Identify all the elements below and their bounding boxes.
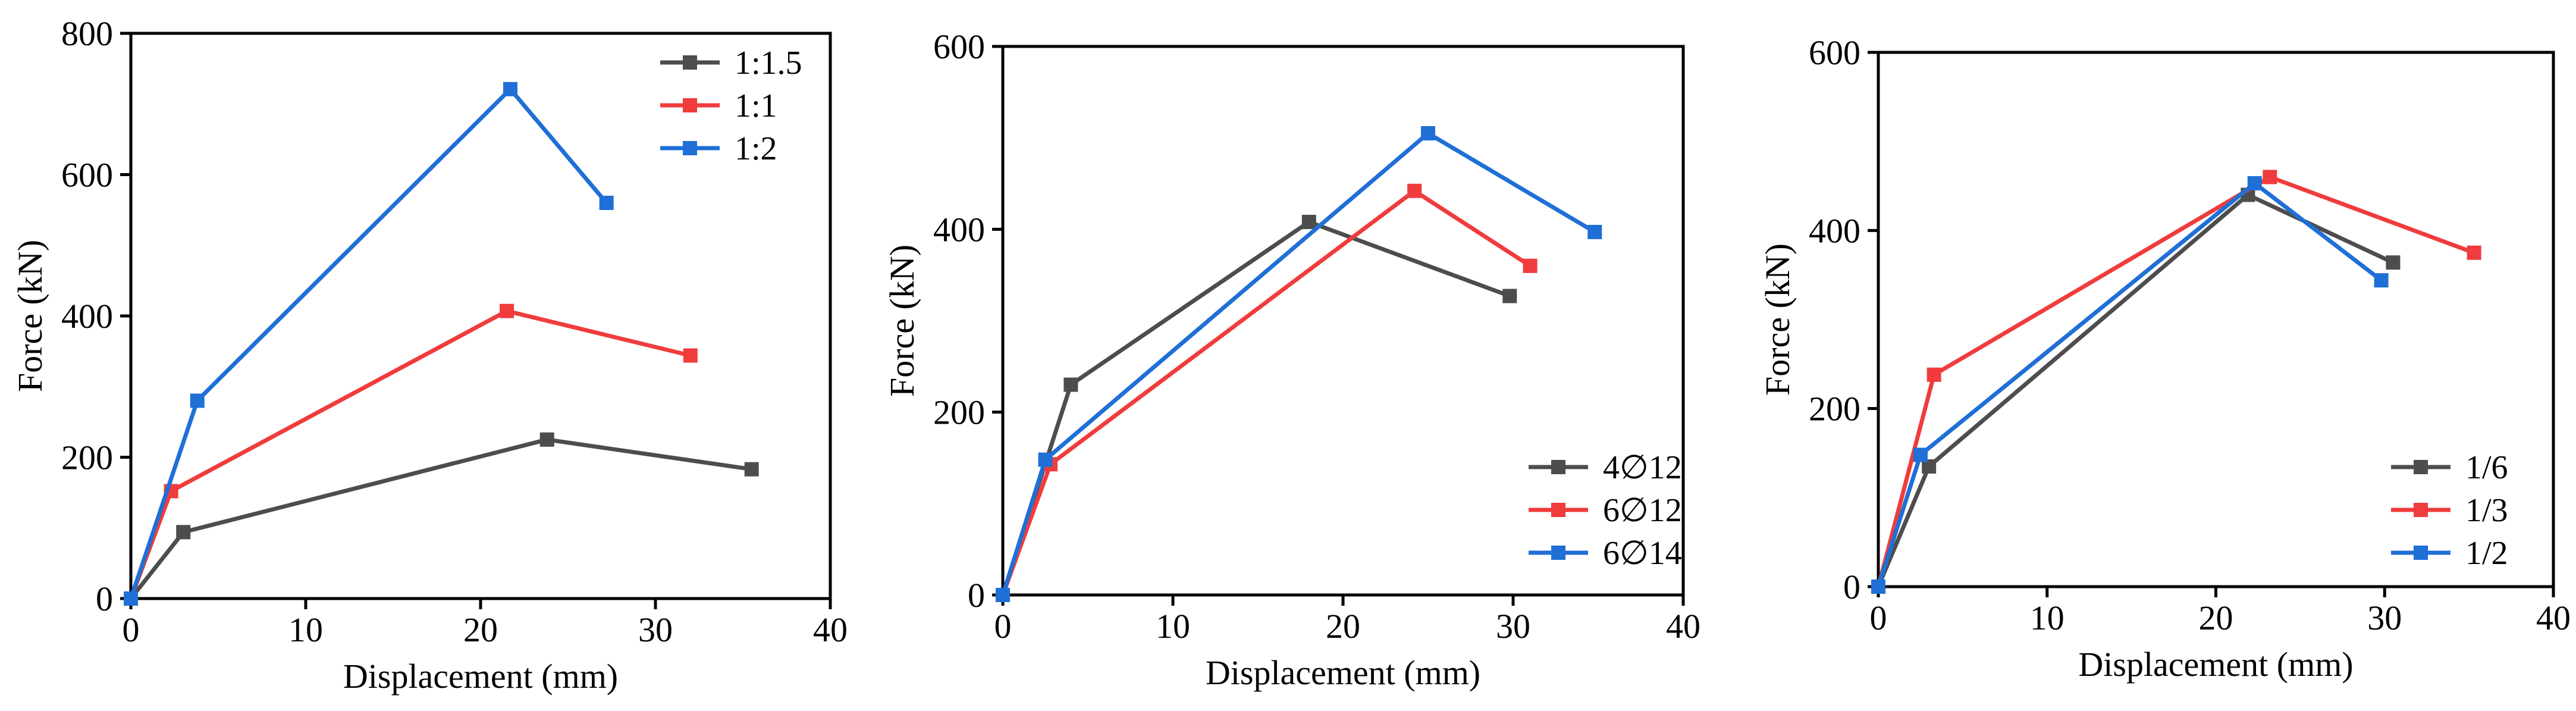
chart3-series-2-point — [2263, 170, 2277, 184]
chart3-legend: 1/6 1/3 1/2 — [2391, 449, 2508, 572]
chart3-series-2-line — [1876, 175, 2475, 587]
chart2-legend-swatch-marker — [1551, 503, 1565, 517]
chart3-ytick-label: 0 — [1843, 568, 1860, 606]
chart2-legend: 4∅12 6∅12 6∅14 — [1529, 449, 1682, 572]
chart2-legend-label: 6∅14 — [1603, 535, 1682, 572]
chart3-series-2-point — [1926, 367, 1941, 382]
chart1-legend-label: 1:2 — [735, 130, 777, 167]
chart2-series-3-point — [1421, 126, 1435, 140]
chart3-legend-swatch-marker — [2414, 546, 2428, 560]
chart1-legend-label: 1:1 — [735, 87, 777, 124]
chart1-ytick-label: 800 — [61, 14, 113, 53]
chart1-series-1-point — [744, 462, 759, 477]
chart3-y-axis-title: Force (kN) — [1758, 243, 1797, 396]
chart3-ytick-label: 400 — [1809, 211, 1860, 250]
chart1-series-3-point — [599, 196, 614, 210]
chart1-series-3-point — [124, 591, 138, 606]
chart3-legend-swatch-marker — [2414, 460, 2428, 474]
chart2-series-3-line — [1000, 131, 1596, 596]
chart3-legend-swatch-marker — [2414, 503, 2428, 517]
chart1-ytick-label: 0 — [96, 580, 113, 618]
chart2-ytick-label: 400 — [933, 210, 985, 249]
chart2-legend-label: 6∅12 — [1603, 492, 1682, 529]
chart1-legend-swatch-marker — [683, 141, 697, 155]
chart3-xtick-label: 10 — [2030, 599, 2064, 637]
chart3-x-axis-title: Displacement (mm) — [2078, 645, 2353, 684]
chart3-series-3-line — [1876, 181, 2383, 588]
chart2-series-1-point — [1063, 377, 1078, 392]
chart1-series-2-point — [500, 303, 514, 318]
chart1-series-1-point — [176, 525, 191, 540]
chart1-series-1-line — [129, 437, 752, 600]
chart3-xtick-label: 30 — [2367, 599, 2402, 637]
chart1-xtick-label: 20 — [463, 610, 498, 649]
chart3-series-2-point — [2467, 245, 2481, 260]
chart1-series-2-line — [128, 309, 691, 600]
chart1-series-2-point — [683, 348, 698, 363]
chart2-series-3-point — [996, 588, 1010, 602]
chart3-series-3-point — [1913, 447, 1928, 462]
chart2-series-2-point — [1523, 258, 1538, 273]
chart2-y-axis-title: Force (kN) — [883, 245, 921, 397]
chart1-legend-swatch-marker — [683, 98, 697, 112]
chart1-ytick-label: 400 — [61, 297, 113, 336]
chart1-xtick-label: 0 — [123, 610, 140, 649]
chart3-xtick-label: 0 — [1870, 599, 1887, 637]
chart1-legend-label: 1:1.5 — [735, 45, 802, 82]
chart3-xtick-label: 40 — [2536, 599, 2571, 637]
chart2-xtick-label: 0 — [994, 607, 1012, 646]
chart1-y-axis-title: Force (kN) — [11, 240, 49, 392]
chart1-series-1-point — [539, 432, 554, 447]
chart2-series-2-line — [1000, 189, 1532, 596]
chart2-series-1-point — [1502, 289, 1517, 303]
chart3-ytick-label: 600 — [1809, 33, 1860, 72]
chart2-ytick-label: 600 — [933, 27, 985, 66]
chart3-legend-label: 1/2 — [2465, 535, 2508, 572]
chart2-series-1-point — [1301, 215, 1316, 230]
chart2-series-2-point — [1407, 183, 1422, 198]
chart3-xtick-label: 20 — [2199, 599, 2233, 637]
chart2-xtick-label: 10 — [1156, 607, 1190, 646]
chart2-legend-label: 4∅12 — [1603, 449, 1682, 486]
chart1-series-3-point — [503, 82, 517, 96]
chart1-series-3-point — [190, 393, 205, 408]
chart3-series-3-point — [1871, 580, 1885, 594]
chart2-xtick-label: 40 — [1666, 607, 1700, 646]
chart3-series-3-point — [2247, 176, 2262, 191]
chart1-x-axis-title: Displacement (mm) — [343, 657, 618, 696]
chart1-ytick-label: 200 — [61, 438, 113, 477]
chart2-series-3-point — [1587, 224, 1602, 239]
chart2-ytick-label: 200 — [933, 393, 985, 432]
chart2-xtick-label: 30 — [1496, 607, 1530, 646]
chart2-x-axis-title: Displacement (mm) — [1206, 653, 1480, 692]
chart3-plot-frame — [1877, 51, 2555, 588]
chart3-series-1-point — [2386, 255, 2401, 270]
chart1-series-3-line — [128, 87, 608, 600]
chart2-series-3-point — [1038, 452, 1053, 467]
chart3-series-1-line — [1876, 193, 2394, 588]
chart1-legend-swatch-marker — [683, 55, 697, 70]
chart1-xtick-label: 10 — [288, 610, 323, 649]
chart2-legend-swatch-marker — [1551, 546, 1565, 560]
chart1-xtick-label: 30 — [638, 610, 673, 649]
chart3-ytick-label: 200 — [1809, 390, 1860, 428]
chart3-series-3-point — [2374, 273, 2389, 288]
chart2-xtick-label: 20 — [1326, 607, 1360, 646]
chart2-plot-frame — [1001, 45, 1685, 597]
chart2-legend-swatch-marker — [1551, 460, 1565, 474]
chart1-legend: 1:1.5 1:1 1:2 — [660, 45, 802, 167]
chart3-legend-label: 1/3 — [2465, 492, 2508, 529]
chart1-xtick-label: 40 — [813, 610, 848, 649]
chart1-ytick-label: 600 — [61, 156, 113, 195]
chart3-legend-label: 1/6 — [2465, 449, 2508, 486]
chart2-ytick-label: 0 — [968, 576, 985, 615]
